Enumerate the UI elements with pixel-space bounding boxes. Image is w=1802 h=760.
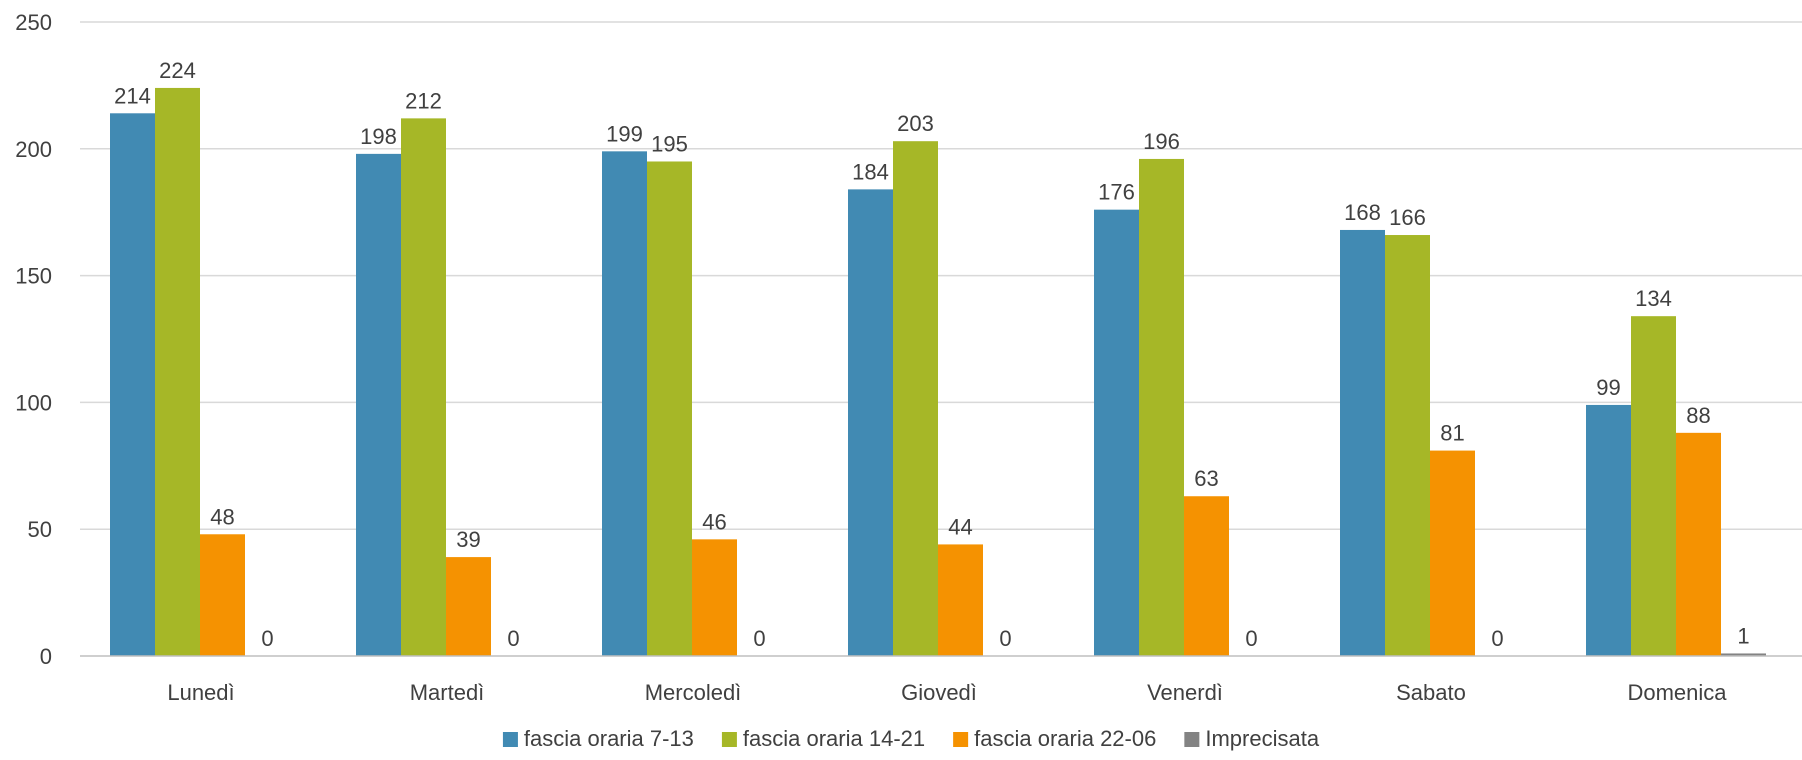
bar-Mercoledì-fascia-oraria-7-13: [602, 151, 647, 656]
data-label: 168: [1344, 200, 1381, 225]
bar-Giovedì-fascia-oraria-14-21: [893, 141, 938, 656]
legend-label: fascia oraria 22-06: [974, 726, 1156, 751]
y-tick-label: 200: [15, 137, 52, 162]
data-label: 0: [999, 626, 1011, 651]
y-axis-ticks: 0 50 100 150 200 250: [15, 10, 52, 669]
data-label: 198: [360, 124, 397, 149]
data-label: 44: [948, 514, 972, 539]
bar-Lunedì-fascia-oraria-7-13: [110, 113, 155, 656]
data-label: 39: [456, 527, 480, 552]
data-label: 199: [606, 121, 643, 146]
category-label: Sabato: [1396, 680, 1466, 705]
bar-Sabato-fascia-oraria-14-21: [1385, 235, 1430, 657]
legend-item: fascia oraria 7-13: [502, 726, 694, 751]
y-tick-label: 50: [28, 517, 52, 542]
category-label: Lunedì: [167, 680, 234, 705]
data-label: 214: [114, 83, 151, 108]
y-tick-label: 0: [40, 644, 52, 669]
legend-item: Imprecisata: [1184, 726, 1320, 751]
data-label: 48: [210, 504, 234, 529]
data-label: 0: [753, 626, 765, 651]
category-label: Giovedì: [901, 680, 977, 705]
data-label: 176: [1098, 180, 1135, 205]
legend-label: fascia oraria 14-21: [743, 726, 925, 751]
category-label: Venerdì: [1147, 680, 1223, 705]
bar-Martedì-fascia-oraria-14-21: [401, 118, 446, 657]
legend-swatch: [502, 732, 518, 747]
category-label: Domenica: [1627, 680, 1727, 705]
data-label: 46: [702, 509, 726, 534]
legend-label: Imprecisata: [1205, 726, 1319, 751]
bar-Giovedì-fascia-oraria-7-13: [848, 189, 893, 656]
bar-Sabato-fascia-oraria-7-13: [1340, 229, 1385, 656]
data-label: 166: [1389, 205, 1426, 230]
data-label: 0: [1245, 626, 1257, 651]
data-label: 81: [1440, 421, 1464, 446]
y-tick-label: 100: [15, 390, 52, 415]
bar-Domenica-fascia-oraria-7-13: [1586, 404, 1631, 656]
legend-swatch: [721, 732, 737, 747]
data-label: 184: [852, 159, 889, 184]
bar-Martedì-fascia-oraria-7-13: [356, 153, 401, 656]
legend-label: fascia oraria 7-13: [524, 726, 694, 751]
bar-Venerdì-fascia-oraria-14-21: [1139, 158, 1184, 656]
legend: fascia oraria 7-13 fascia oraria 14-21 fas…: [502, 726, 1320, 751]
y-tick-label: 250: [15, 10, 52, 35]
data-label: 196: [1143, 129, 1180, 154]
data-label: 203: [897, 111, 934, 136]
legend-item: fascia oraria 14-21: [721, 726, 925, 751]
legend-swatch: [1184, 732, 1200, 747]
data-label: 134: [1635, 286, 1672, 311]
data-label: 63: [1194, 466, 1218, 491]
bar-Domenica-fascia-oraria-14-21: [1631, 316, 1676, 656]
data-label: 1: [1737, 623, 1749, 648]
bar-Domenica-Imprecisata: [1721, 653, 1766, 656]
bar-Mercoledì-fascia-oraria-22-06: [692, 539, 737, 656]
bar-Domenica-fascia-oraria-22-06: [1676, 432, 1721, 656]
data-label: 0: [507, 626, 519, 651]
bar-Venerdì-fascia-oraria-22-06: [1184, 496, 1229, 656]
data-label: 99: [1596, 375, 1620, 400]
category-labels: Lunedì Martedì Mercoledì Giovedì Venerdì Saba…: [167, 680, 1727, 705]
data-label: 224: [159, 58, 196, 83]
legend-swatch: [953, 732, 969, 747]
bar-Giovedì-fascia-oraria-22-06: [938, 544, 983, 656]
data-label: 195: [651, 131, 688, 156]
category-label: Martedì: [410, 680, 485, 705]
data-label: 0: [261, 626, 273, 651]
legend-item: fascia oraria 22-06: [953, 726, 1156, 751]
data-label: 212: [405, 88, 442, 113]
gridlines: [80, 21, 1802, 530]
data-label: 0: [1491, 626, 1503, 651]
bars: [110, 87, 1766, 657]
category-label: Mercoledì: [645, 680, 742, 705]
bar-Sabato-fascia-oraria-22-06: [1430, 450, 1475, 656]
bar-Martedì-fascia-oraria-22-06: [446, 557, 491, 656]
bar-Lunedì-fascia-oraria-14-21: [155, 87, 200, 657]
bar-Lunedì-fascia-oraria-22-06: [200, 534, 245, 656]
y-tick-label: 150: [15, 264, 52, 289]
bar-Venerdì-fascia-oraria-7-13: [1094, 209, 1139, 656]
bar-Mercoledì-fascia-oraria-14-21: [647, 161, 692, 657]
data-label: 88: [1686, 403, 1710, 428]
